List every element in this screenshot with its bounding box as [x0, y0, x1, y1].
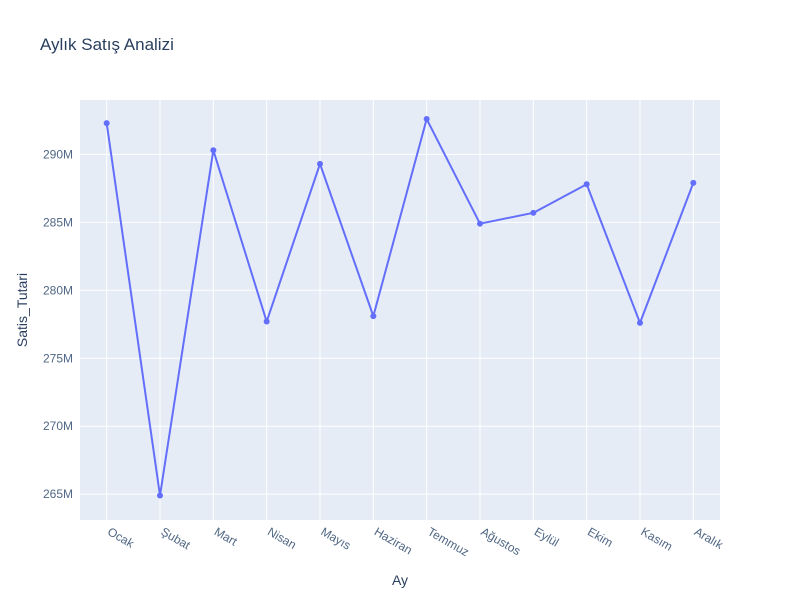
data-point	[690, 179, 697, 186]
series-layer	[103, 116, 697, 499]
x-tick-label: Ağustos	[479, 524, 524, 558]
grid	[80, 100, 720, 520]
x-tick-label: Haziran	[372, 524, 415, 557]
x-tick-label: Aralık	[692, 524, 726, 552]
data-point	[477, 220, 483, 227]
x-tick-label: Kasım	[639, 524, 675, 553]
x-tick-label: Eylül	[532, 524, 562, 549]
series-line	[105, 118, 695, 497]
y-axis-ticks: 265M 270M 275M 280M 285M 290M	[43, 147, 73, 501]
data-point	[263, 318, 270, 325]
data-point	[317, 160, 323, 167]
x-tick-label: Nisan	[265, 524, 299, 551]
x-tick-label: Ekim	[585, 524, 615, 549]
data-point	[103, 120, 110, 127]
y-tick-label: 275M	[43, 351, 73, 365]
data-point	[157, 492, 163, 499]
x-axis-title: Ay	[392, 572, 408, 588]
x-tick-label: Mayıs	[319, 524, 354, 552]
y-tick-label: 265M	[43, 487, 73, 501]
data-point	[583, 181, 590, 188]
x-axis-ticks: Ocak Şubat Mart Nisan Mayıs Haziran Temmuz Ağus…	[105, 524, 726, 559]
x-tick-label: Şubat	[159, 524, 194, 552]
y-tick-label: 270M	[43, 419, 73, 433]
data-point	[423, 116, 430, 123]
x-tick-label: Temmuz	[425, 524, 471, 559]
data-point	[637, 319, 643, 326]
chart-title: Aylık Satış Analizi	[40, 35, 174, 54]
data-point	[530, 209, 537, 216]
y-tick-label: 280M	[43, 283, 73, 297]
y-tick-label: 285M	[43, 215, 73, 229]
data-point	[370, 313, 377, 320]
x-tick-label: Mart	[212, 524, 240, 548]
data-point	[210, 147, 217, 154]
y-axis-title: Satis_Tutari	[14, 273, 30, 347]
y-tick-label: 290M	[43, 147, 73, 161]
plot-area	[80, 100, 720, 520]
x-tick-label: Ocak	[105, 524, 137, 551]
